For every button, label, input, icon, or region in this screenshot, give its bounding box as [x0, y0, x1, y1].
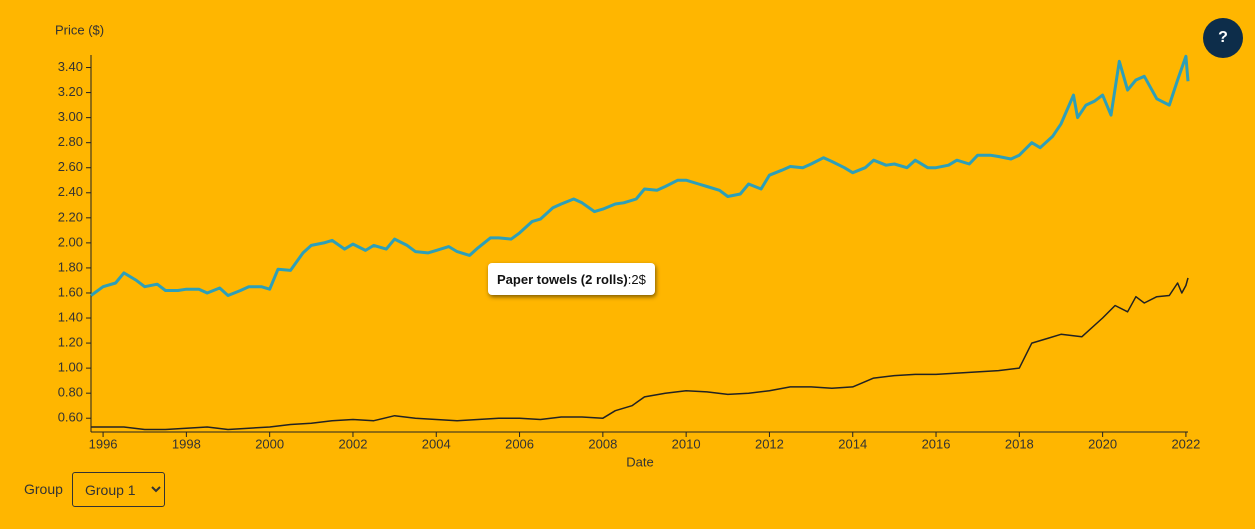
line — [91, 277, 1189, 431]
tooltip-text: :2$ — [627, 271, 646, 287]
y-axis-title: Price ($) — [55, 22, 104, 37]
y-tick-label: 0.80 — [58, 385, 83, 400]
x-tick-label: 2008 — [588, 436, 617, 451]
y-tick-label: 2.80 — [58, 134, 83, 149]
x-axis-title: Date — [626, 454, 653, 469]
y-tick-label: 2.00 — [58, 234, 83, 249]
x-tick-label: 2006 — [505, 436, 534, 451]
y-tick-label: 3.40 — [58, 59, 83, 74]
y-tick-label: 3.20 — [58, 84, 83, 99]
x-tick-label: 2012 — [755, 436, 784, 451]
x-tick-label: 1998 — [172, 436, 201, 451]
y-tick-label: 2.60 — [58, 159, 83, 174]
group-select[interactable]: Group 1 — [72, 472, 165, 507]
y-tick-label: 1.20 — [58, 335, 83, 350]
x-tick-label: 2004 — [422, 436, 451, 451]
x-tick-label: 1996 — [89, 436, 118, 451]
tooltip: Paper towels (2 rolls):2$ — [488, 263, 655, 295]
x-tick-label: 2010 — [672, 436, 701, 451]
y-tick-label: 1.40 — [58, 309, 83, 324]
y-tick-label: 2.40 — [58, 184, 83, 199]
y-tick-label: 3.00 — [58, 109, 83, 124]
x-tick-label: 2000 — [255, 436, 284, 451]
x-tick-label: 2018 — [1005, 436, 1034, 451]
help-button[interactable]: ? — [1203, 18, 1243, 58]
x-tick-label: 2020 — [1088, 436, 1117, 451]
tooltip-label: Paper towels (2 rolls) — [497, 271, 628, 287]
x-tick-label: 2016 — [922, 436, 951, 451]
y-tick-label: 0.60 — [58, 410, 83, 425]
y-tick-label: 2.20 — [58, 209, 83, 224]
x-tick-label: 2014 — [838, 436, 867, 451]
group-label: Group — [24, 481, 63, 497]
line — [90, 54, 1190, 297]
y-tick-label: 1.00 — [58, 360, 83, 375]
x-tick-label: 2022 — [1171, 436, 1200, 451]
y-tick-label: 1.80 — [58, 259, 83, 274]
y-tick-label: 1.60 — [58, 284, 83, 299]
x-tick-label: 2002 — [339, 436, 368, 451]
